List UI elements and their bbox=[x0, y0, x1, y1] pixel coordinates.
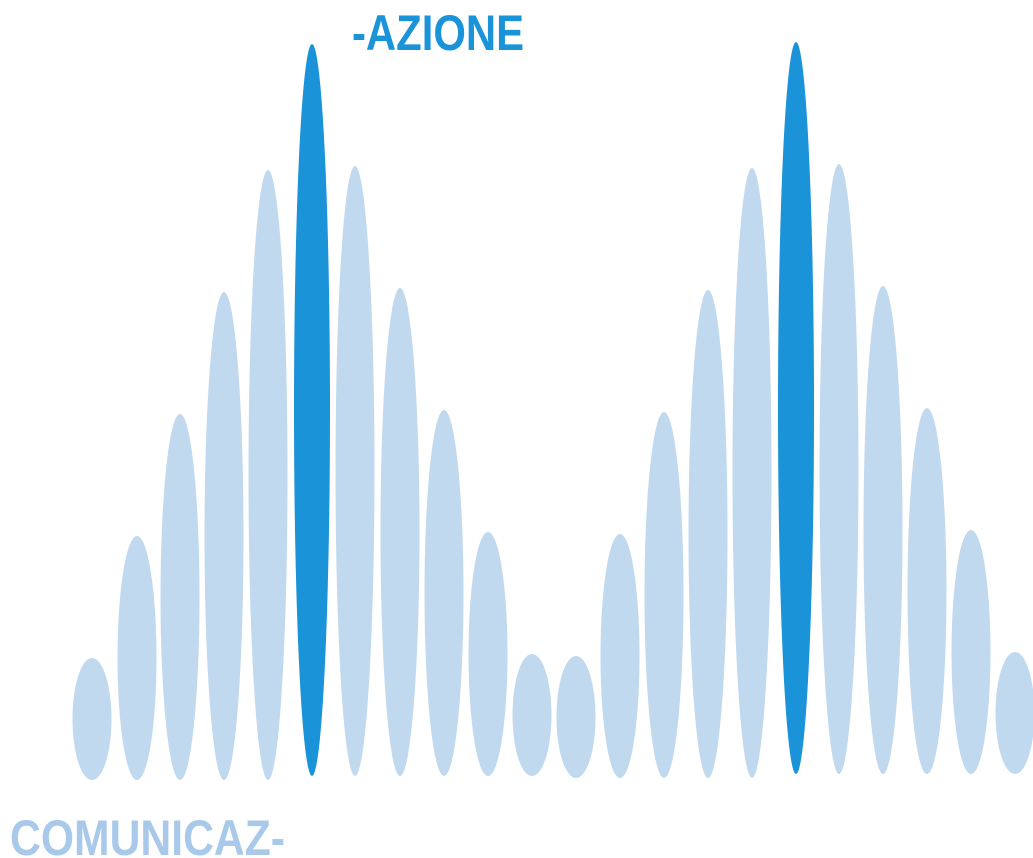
wave bbox=[118, 536, 157, 780]
wave bbox=[73, 658, 112, 780]
wave bbox=[601, 534, 640, 778]
top-word: -AZIONE bbox=[352, 5, 524, 61]
logo: -AZIONE COMUNICAZ- bbox=[0, 0, 1033, 858]
wave bbox=[513, 654, 552, 776]
wave-graphic bbox=[73, 42, 1033, 780]
wave bbox=[469, 532, 508, 776]
wave bbox=[249, 170, 288, 780]
wave bbox=[381, 288, 420, 776]
bottom-word: COMUNICAZ- bbox=[10, 810, 285, 858]
wave bbox=[645, 412, 684, 778]
accent-wave bbox=[294, 44, 330, 776]
wave bbox=[205, 292, 244, 780]
wave bbox=[952, 530, 991, 774]
wave bbox=[336, 166, 375, 776]
wave bbox=[733, 168, 772, 778]
wave bbox=[908, 408, 947, 774]
wave bbox=[820, 164, 859, 774]
wave bbox=[864, 286, 903, 774]
wave bbox=[425, 410, 464, 776]
page: -AZIONE COMUNICAZ- (() => { const data =… bbox=[0, 0, 1033, 858]
accent-wave bbox=[778, 42, 814, 774]
wave bbox=[689, 290, 728, 778]
wave bbox=[161, 414, 200, 780]
wave bbox=[557, 656, 596, 778]
wave bbox=[996, 652, 1033, 774]
